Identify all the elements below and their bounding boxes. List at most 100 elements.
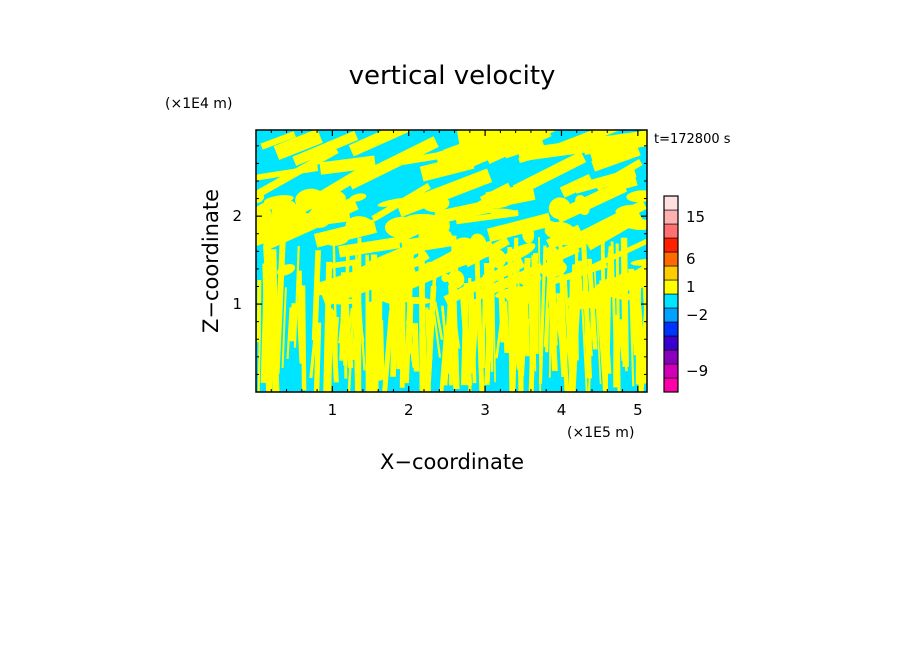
x-axis: 1 2 3 4 5 [270,130,643,419]
y-tick-label: 1 [232,295,242,313]
field-blob [624,219,647,230]
field-band [338,236,401,258]
field-blob [522,225,535,244]
field-blob [431,214,450,236]
x-unit-label: (×1E5 m) [567,425,634,441]
field-blob [561,232,593,246]
field-blob [271,199,297,218]
field-streak [543,262,551,347]
x-tick-label: 5 [633,401,643,419]
colorbar-bin [663,335,679,351]
field-blob [441,273,450,283]
field-blob [469,233,487,254]
field-band [591,145,641,172]
colorbar-bin [663,223,679,239]
field-blob [418,214,434,234]
chart-title: vertical velocity [349,61,556,91]
colorbar-label: 6 [686,250,696,268]
field-band [475,262,545,300]
field-blob [295,188,325,210]
field-blob [615,204,639,215]
field-blob [502,243,536,262]
field-streak [345,307,353,358]
field-band [320,258,417,307]
field-band [329,258,362,269]
field-blob [327,236,349,246]
field-streak [538,245,547,384]
colorbar-bin [663,265,679,281]
field-streak [548,259,553,378]
field-blob [548,197,571,220]
field-blob [567,290,595,310]
field-blob [477,198,511,209]
field-band [502,134,545,159]
colorbar-bin [663,237,679,253]
field-blob [505,289,525,303]
field-band [292,130,359,166]
velocity-field [256,130,647,392]
plot-frame [255,129,648,393]
field-band [396,168,493,217]
field-streak [559,266,565,366]
colorbar-bin [663,349,679,365]
field-band [583,208,643,251]
field-band [580,238,647,275]
field-streak [357,274,366,371]
field-streak [289,303,298,342]
field-streak [263,245,273,341]
field-blob [544,221,575,240]
field-blob [384,216,421,239]
field-band [348,130,414,157]
field-blob [540,260,567,278]
x-tick-label: 2 [404,401,414,419]
colorbar-label: 15 [686,208,705,226]
field-blob [447,270,465,289]
field-streak [596,304,609,392]
field-band [273,130,323,161]
field-blob [404,259,424,268]
field-streak [553,302,559,347]
field-streak [281,287,287,368]
field-blob [630,259,647,266]
field-blob [376,282,410,304]
field-streak [313,322,322,392]
y-unit-label: (×1E4 m) [165,96,232,112]
field-blob [307,207,332,228]
field-streak [433,301,444,340]
field-streak [412,323,420,372]
field-blob [574,194,590,216]
field-streak [585,322,590,366]
field-streak [495,313,504,359]
colorbar-bin [663,209,679,225]
field-blob [486,208,519,216]
field-streak [439,325,449,392]
field-band [256,146,339,200]
field-streak [311,250,321,341]
field-band [559,173,594,198]
y-axis-label: Z−coordinate [199,189,223,333]
field-blob [403,296,432,305]
field-streak [448,301,461,349]
field-band [434,136,490,169]
field-blob [423,261,439,277]
field-blob [518,272,542,286]
field-band [554,179,628,223]
field-blob [277,264,296,276]
field-blob [349,193,367,202]
field-streak [286,307,292,359]
field-streak [643,309,647,351]
field-band [463,236,510,268]
x-tick-label: 4 [557,401,567,419]
field-streak [634,277,645,373]
colorbar-bin [663,377,679,393]
field-blob [592,279,623,299]
x-tick-label: 3 [480,401,490,419]
field-band [347,136,439,190]
colorbar-label: −2 [686,306,708,324]
colorbar-bin [663,293,679,309]
plot-area [256,130,647,392]
field-blob [377,197,412,207]
field-streak [326,308,334,392]
colorbar-bin [663,279,679,295]
field-blob [453,237,474,251]
